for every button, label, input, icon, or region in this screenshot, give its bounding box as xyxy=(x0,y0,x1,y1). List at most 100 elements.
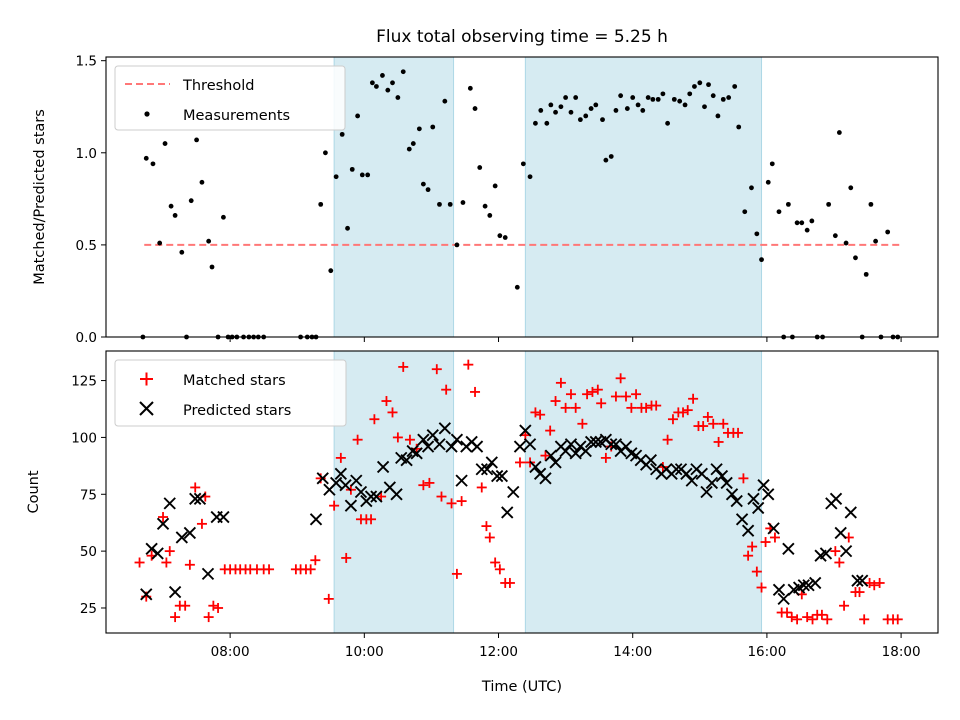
measurement-point xyxy=(345,225,350,231)
matched-star-point xyxy=(366,514,377,525)
predicted-star-point xyxy=(309,513,323,526)
predicted-star-point xyxy=(470,440,484,453)
chart-title: Flux total observing time = 5.25 h xyxy=(376,27,668,47)
matched-star-point xyxy=(615,373,626,384)
predicted-star-point xyxy=(782,542,795,556)
predicted-star-point xyxy=(450,433,464,446)
predicted-star-point xyxy=(777,592,790,606)
measurement-point xyxy=(868,201,874,207)
measurement-point xyxy=(221,214,226,220)
matched-star-point xyxy=(161,557,172,568)
predicted-star-point xyxy=(140,588,153,601)
ratio-x-ticks xyxy=(229,337,902,342)
matched-star-point xyxy=(404,434,415,445)
measurement-point xyxy=(416,126,422,132)
matched-star-point xyxy=(600,452,611,463)
matched-star-point xyxy=(170,612,181,623)
measurement-point xyxy=(826,201,832,207)
measurement-point xyxy=(365,172,371,178)
measurement-point xyxy=(720,96,726,102)
predicted-star-point xyxy=(364,490,378,503)
measurement-point xyxy=(544,120,550,126)
measurement-point xyxy=(853,255,858,261)
predicted-star-point xyxy=(851,574,864,587)
measurement-point xyxy=(430,124,436,130)
predicted-star-point xyxy=(844,506,857,519)
measurement-point xyxy=(194,137,199,143)
matched-star-point xyxy=(470,386,481,397)
x-tick-label: 14:00 xyxy=(613,644,652,660)
count-legend-box xyxy=(114,359,347,427)
matched-star-point xyxy=(504,577,515,588)
matched-stars-series xyxy=(134,359,903,625)
predicted-star-point xyxy=(747,492,760,505)
predicted-star-point xyxy=(710,463,723,476)
predicted-legend-swatch xyxy=(139,401,154,416)
matched-star-point xyxy=(213,602,224,613)
measurement-point xyxy=(732,84,738,89)
matched-star-point xyxy=(446,498,457,509)
measurement-point xyxy=(157,240,163,246)
matched-star-point xyxy=(476,482,487,493)
measurement-point xyxy=(765,179,771,185)
matched-star-point xyxy=(158,512,169,523)
measurement-point xyxy=(472,106,478,111)
predicted-star-point xyxy=(201,567,215,581)
matched-star-point xyxy=(341,552,352,563)
predicted-star-point xyxy=(619,440,633,453)
predicted-star-point xyxy=(329,476,343,490)
matched-star-point xyxy=(816,609,827,620)
predicted-star-point xyxy=(564,438,578,451)
measurement-point xyxy=(502,235,508,240)
predicted-star-point xyxy=(480,463,494,476)
matched-star-point xyxy=(180,600,191,611)
x-tick-label: 16:00 xyxy=(747,644,786,660)
measurement-point xyxy=(677,98,683,104)
measurement-point xyxy=(454,242,460,248)
measurement-point xyxy=(369,80,375,86)
measurement-point xyxy=(395,95,401,100)
measurement-point xyxy=(374,84,379,89)
matched-star-point xyxy=(535,409,546,420)
predicted-star-point xyxy=(584,435,598,449)
x-tick-label: 10:00 xyxy=(345,644,384,660)
matched-star-point xyxy=(760,537,771,548)
predicted-star-point xyxy=(390,488,403,501)
matched-star-point xyxy=(626,402,637,413)
count-y-tick-label: 75 xyxy=(80,487,97,503)
matched-star-point xyxy=(786,612,797,623)
measurement-point xyxy=(406,146,412,152)
matched-star-point xyxy=(196,518,207,529)
matched-star-point xyxy=(596,398,607,409)
measurement-point xyxy=(577,117,583,123)
measurements-series xyxy=(140,69,901,340)
matched-star-point xyxy=(834,557,845,568)
measurement-point xyxy=(613,108,619,113)
predicted-star-point xyxy=(163,497,176,510)
predicted-star-point xyxy=(695,467,708,480)
matched-star-point xyxy=(451,568,462,579)
matched-star-point xyxy=(802,612,813,623)
predicted-star-point xyxy=(730,494,743,508)
matched-star-point xyxy=(555,377,566,388)
ratio-y-axis-label: Matched/Predicted stars xyxy=(32,109,48,285)
predicted-star-point xyxy=(370,490,383,503)
matched-star-point xyxy=(398,361,409,372)
predicted-star-point xyxy=(644,453,657,467)
measurement-point xyxy=(420,181,426,187)
x-tick-label: 08:00 xyxy=(211,644,250,660)
predicted-star-point xyxy=(145,542,158,556)
matched-star-point xyxy=(352,434,363,445)
measurement-point xyxy=(168,203,174,209)
predicted-star-point xyxy=(523,438,537,451)
predicted-star-point xyxy=(438,422,452,435)
measurement-point xyxy=(706,82,711,88)
matched-star-point xyxy=(494,564,505,575)
matched-star-point xyxy=(134,557,145,568)
predicted-star-point xyxy=(725,488,739,501)
matched-star-point xyxy=(743,550,754,561)
ratio-subplot: 0.0 0.5 1.0 1.5 Matched/Predicted stars Thr… xyxy=(32,54,939,346)
x-tick-label: 12:00 xyxy=(479,644,518,660)
matched-star-point xyxy=(305,564,316,575)
measurement-point xyxy=(447,201,453,207)
